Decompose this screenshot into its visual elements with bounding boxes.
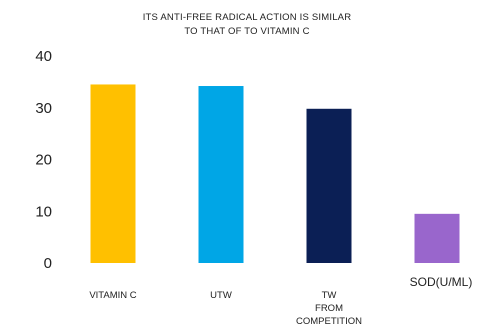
bar-3 bbox=[306, 108, 352, 263]
y-tick-label: 20 bbox=[35, 152, 52, 169]
x-category-label: VITAMIN C bbox=[89, 290, 136, 301]
chart-title-line-2: TO THAT OF TO VITAMIN C bbox=[184, 26, 309, 37]
x-category-label: TW FROM COMPETITION bbox=[296, 290, 362, 327]
x-category-label-line: VITAMIN C bbox=[89, 290, 136, 301]
y-tick-label: 40 bbox=[35, 48, 52, 65]
chart-title: ITS ANTI-FREE RADICAL ACTION IS SIMILAR … bbox=[143, 12, 352, 37]
bars bbox=[90, 84, 460, 264]
x-category-label-line: UTW bbox=[210, 290, 232, 301]
x-category-label-line: COMPETITION bbox=[296, 316, 362, 327]
y-tick-label: 0 bbox=[44, 255, 52, 272]
chart-title-line-1: ITS ANTI-FREE RADICAL ACTION IS SIMILAR bbox=[143, 12, 352, 23]
x-axis-labels: VITAMIN C UTW TW FROM COMPETITION SOD(U/ML) bbox=[89, 275, 472, 327]
x-category-label-line: FROM bbox=[315, 303, 343, 314]
y-tick-label: 10 bbox=[35, 203, 52, 220]
x-category-label: SOD(U/ML) bbox=[410, 275, 473, 289]
x-category-label-line: TW bbox=[322, 290, 337, 301]
bar-4 bbox=[414, 213, 460, 263]
bar-1 bbox=[90, 84, 136, 264]
x-category-label-line: SOD(U/ML) bbox=[410, 275, 473, 289]
y-axis: 0 10 20 30 40 bbox=[35, 48, 52, 272]
bar-2 bbox=[198, 86, 244, 263]
x-category-label: UTW bbox=[210, 290, 232, 301]
y-tick-label: 30 bbox=[35, 100, 52, 117]
